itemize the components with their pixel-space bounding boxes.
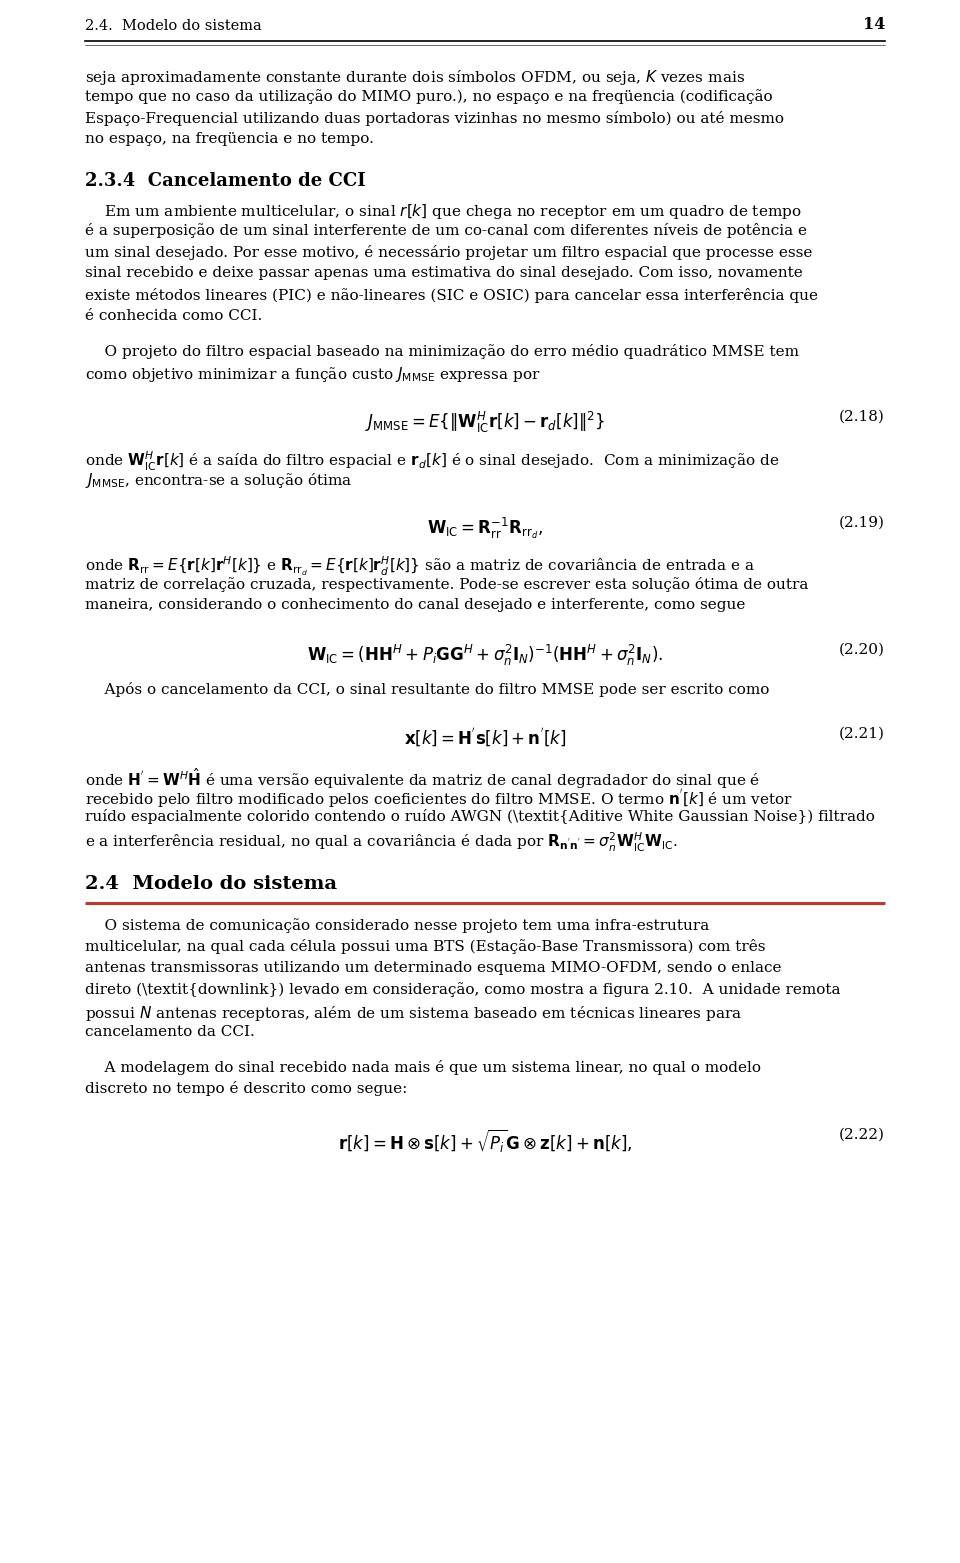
Text: discreto no tempo é descrito como segue:: discreto no tempo é descrito como segue: [85, 1082, 407, 1097]
Text: é conhecida como CCI.: é conhecida como CCI. [85, 309, 262, 324]
Text: onde $\mathbf{W}_{\mathrm{IC}}^H\mathbf{r}[k]$ é a saída do filtro espacial e $\: onde $\mathbf{W}_{\mathrm{IC}}^H\mathbf{… [85, 450, 780, 472]
Text: possui $N$ antenas receptoras, além de um sistema baseado em técnicas lineares p: possui $N$ antenas receptoras, além de u… [85, 1003, 742, 1024]
Text: multicelular, na qual cada célula possui uma BTS (Estação-Base Transmissora) com: multicelular, na qual cada célula possui… [85, 939, 765, 955]
Text: cancelamento da CCI.: cancelamento da CCI. [85, 1025, 254, 1039]
Text: seja aproximadamente constante durante dois símbolos OFDM, ou seja, $K$ vezes ma: seja aproximadamente constante durante d… [85, 69, 745, 88]
Text: matriz de correlação cruzada, respectivamente. Pode-se escrever esta solução óti: matriz de correlação cruzada, respectiva… [85, 577, 808, 591]
Text: como objetivo minimizar a função custo $J_{\mathrm{MMSE}}$ expressa por: como objetivo minimizar a função custo $… [85, 366, 540, 384]
Text: $\mathbf{W}_{\mathrm{IC}} = \mathbf{R}_{\mathrm{rr}}^{-1}\mathbf{R}_{\mathrm{rr}: $\mathbf{W}_{\mathrm{IC}} = \mathbf{R}_{… [427, 516, 543, 541]
Text: A modelagem do sinal recebido nada mais é que um sistema linear, no qual o model: A modelagem do sinal recebido nada mais … [85, 1060, 761, 1075]
Text: $\mathbf{x}[k] = \mathbf{H}^{'}\mathbf{s}[k] + \mathbf{n}^{'}[k]$: $\mathbf{x}[k] = \mathbf{H}^{'}\mathbf{s… [404, 727, 566, 749]
Text: onde $\mathbf{R}_{\mathrm{rr}} = E\{\mathbf{r}[k]\mathbf{r}^H[k]\}$ e $\mathbf{R: onde $\mathbf{R}_{\mathrm{rr}} = E\{\mat… [85, 555, 755, 578]
Text: maneira, considerando o conhecimento do canal desejado e interferente, como segu: maneira, considerando o conhecimento do … [85, 599, 745, 613]
Text: 14: 14 [863, 16, 885, 33]
Text: 2.4  Modelo do sistema: 2.4 Modelo do sistema [85, 875, 337, 892]
Text: Em um ambiente multicelular, o sinal $r[k]$ que chega no receptor em um quadro d: Em um ambiente multicelular, o sinal $r[… [85, 202, 802, 220]
Text: recebido pelo filtro modificado pelos coeficientes do filtro MMSE. O termo $\mat: recebido pelo filtro modificado pelos co… [85, 788, 793, 810]
Text: ruído espacialmente colorido contendo o ruído AWGN (\textit{Aditive White Gaussi: ruído espacialmente colorido contendo o … [85, 810, 875, 824]
Text: $\mathbf{r}[k] = \mathbf{H} \otimes \mathbf{s}[k] + \sqrt{P_i}\mathbf{G} \otimes: $\mathbf{r}[k] = \mathbf{H} \otimes \mat… [338, 1128, 633, 1155]
Text: direto (\textit{downlink}) levado em consideração, como mostra a figura 2.10.  A: direto (\textit{downlink}) levado em con… [85, 983, 841, 997]
Text: (2.18): (2.18) [839, 410, 885, 424]
Text: no espaço, na freqüencia e no tempo.: no espaço, na freqüencia e no tempo. [85, 133, 373, 147]
Text: (2.21): (2.21) [839, 727, 885, 741]
Text: 2.4.  Modelo do sistema: 2.4. Modelo do sistema [85, 19, 262, 33]
Text: Espaço-Frequencial utilizando duas portadoras vizinhas no mesmo símbolo) ou até : Espaço-Frequencial utilizando duas porta… [85, 111, 784, 127]
Text: existe métodos lineares (PIC) e não-lineares (SIC e OSIC) para cancelar essa int: existe métodos lineares (PIC) e não-line… [85, 288, 818, 303]
Text: O projeto do filtro espacial baseado na minimização do erro médio quadrático MMS: O projeto do filtro espacial baseado na … [85, 344, 799, 359]
Text: O sistema de comunicação considerado nesse projeto tem uma infra-estrutura: O sistema de comunicação considerado nes… [85, 917, 709, 933]
Text: e a interferência residual, no qual a covariância é dada por $\mathbf{R}_{\mathb: e a interferência residual, no qual a co… [85, 830, 678, 853]
Text: tempo que no caso da utilização do MIMO puro.), no espaço e na freqüencia (codif: tempo que no caso da utilização do MIMO … [85, 89, 773, 105]
Text: (2.22): (2.22) [839, 1128, 885, 1143]
Text: onde $\mathbf{H}^{'} = \mathbf{W}^H\hat{\mathbf{H}}$ é uma versão equivalente da: onde $\mathbf{H}^{'} = \mathbf{W}^H\hat{… [85, 766, 760, 791]
Text: $\mathbf{W}_{\mathrm{IC}} = (\mathbf{HH}^{H} + P_i\mathbf{GG}^{H} + \sigma_n^2\m: $\mathbf{W}_{\mathrm{IC}} = (\mathbf{HH}… [307, 642, 663, 667]
Text: $J_{\mathrm{MMSE}}$, encontra-se a solução ótima: $J_{\mathrm{MMSE}}$, encontra-se a soluç… [85, 470, 352, 489]
Text: é a superposição de um sinal interferente de um co-canal com diferentes níveis d: é a superposição de um sinal interferent… [85, 224, 807, 239]
Text: um sinal desejado. Por esse motivo, é necessário projetar um filtro espacial que: um sinal desejado. Por esse motivo, é ne… [85, 245, 812, 259]
Text: antenas transmissoras utilizando um determinado esquema MIMO-OFDM, sendo o enlac: antenas transmissoras utilizando um dete… [85, 961, 781, 975]
Text: (2.20): (2.20) [839, 642, 885, 656]
Text: (2.19): (2.19) [839, 516, 885, 530]
Text: Após o cancelamento da CCI, o sinal resultante do filtro MMSE pode ser escrito c: Após o cancelamento da CCI, o sinal resu… [85, 681, 769, 697]
Text: sinal recebido e deixe passar apenas uma estimativa do sinal desejado. Com isso,: sinal recebido e deixe passar apenas uma… [85, 267, 803, 280]
Text: 2.3.4  Cancelamento de CCI: 2.3.4 Cancelamento de CCI [85, 172, 366, 191]
Text: $J_{\mathrm{MMSE}} = E\{\|\mathbf{W}_{\mathrm{IC}}^{H}\mathbf{r}[k] - \mathbf{r}: $J_{\mathrm{MMSE}} = E\{\|\mathbf{W}_{\m… [365, 410, 605, 435]
